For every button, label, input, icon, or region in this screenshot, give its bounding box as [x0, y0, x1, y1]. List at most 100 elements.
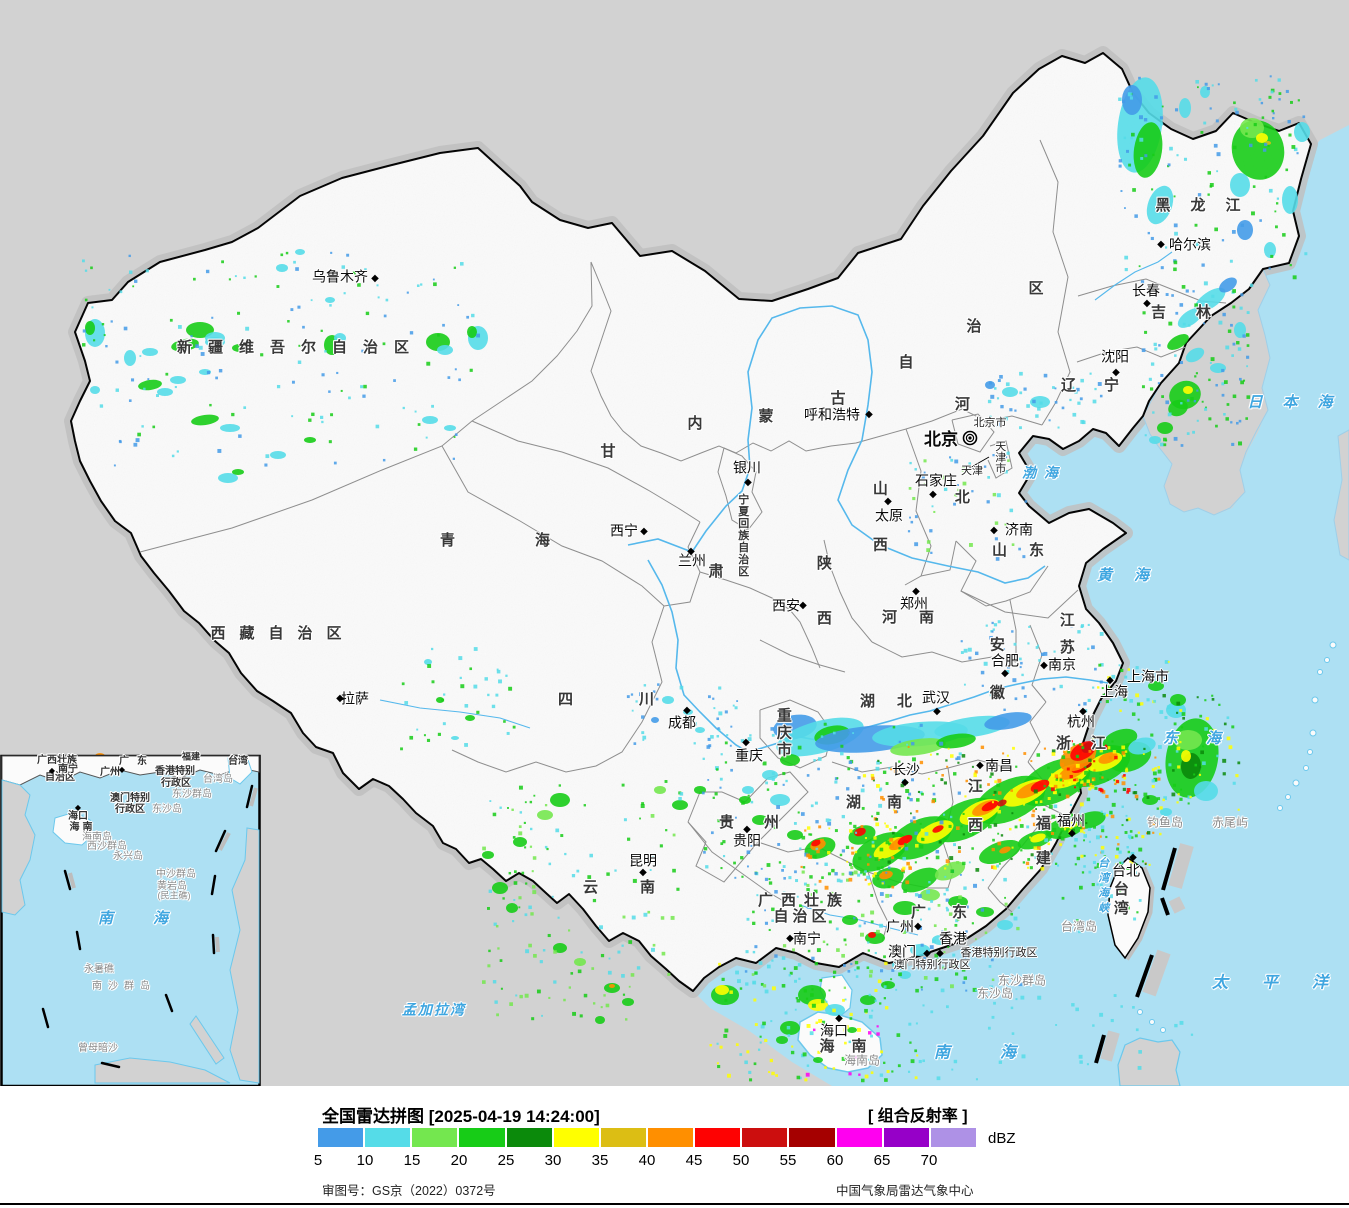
radar-speckle: [781, 868, 784, 872]
radar-speckle: [93, 339, 96, 342]
radar-speckle: [817, 1050, 821, 1054]
radar-speckle: [920, 986, 923, 989]
radar-speckle: [917, 894, 922, 898]
radar-speckle: [909, 516, 911, 519]
radar-speckle: [1075, 763, 1080, 768]
radar-speckle: [719, 786, 722, 789]
radar-speckle: [1099, 631, 1104, 636]
radar-speckle: [1205, 717, 1209, 721]
radar-speckle: [1162, 798, 1165, 802]
radar-speckle: [1051, 749, 1056, 753]
radar-speckle: [1274, 210, 1277, 213]
radar-speckle: [1136, 798, 1139, 801]
radar-speckle: [1029, 836, 1032, 839]
radar-speckle: [234, 275, 237, 278]
radar-speckle: [1019, 666, 1022, 669]
radar-speckle: [1059, 843, 1063, 846]
radar-speckle: [453, 266, 457, 269]
radar-speckle: [898, 972, 902, 977]
radar-speckle: [804, 829, 807, 832]
radar-speckle: [499, 806, 502, 809]
radar-speckle: [1103, 745, 1108, 750]
radar-echo: [1179, 98, 1191, 118]
radar-speckle: [805, 997, 809, 1000]
radar-speckle: [530, 912, 534, 916]
radar-speckle: [661, 951, 666, 956]
radar-speckle: [989, 775, 992, 779]
radar-speckle: [960, 640, 963, 643]
radar-speckle: [1223, 722, 1227, 726]
radar-speckle: [1000, 834, 1004, 837]
radar-speckle: [1258, 98, 1262, 101]
radar-speckle: [1073, 778, 1076, 782]
radar-speckle: [1083, 854, 1086, 857]
radar-speckle: [847, 767, 851, 771]
radar-speckle: [90, 266, 93, 270]
radar-speckle: [623, 818, 627, 822]
radar-speckle: [968, 543, 973, 547]
radar-speckle: [983, 661, 988, 666]
radar-speckle: [1187, 324, 1191, 327]
radar-speckle: [1179, 1020, 1184, 1025]
radar-speckle: [974, 770, 978, 774]
radar-speckle: [1270, 88, 1275, 93]
radar-speckle: [382, 458, 386, 462]
radar-speckle: [544, 845, 548, 849]
radar-speckle: [883, 955, 886, 959]
radar-speckle: [1042, 808, 1046, 811]
radar-speckle: [1116, 906, 1119, 909]
radar-speckle: [1276, 197, 1280, 200]
radar-speckle: [417, 423, 421, 426]
radar-speckle: [558, 784, 561, 787]
radar-echo: [787, 830, 803, 840]
radar-echo: [1002, 387, 1018, 397]
radar-echo: [976, 907, 994, 917]
radar-speckle: [871, 844, 875, 848]
luzon-land: [1117, 1037, 1181, 1086]
radar-speckle: [857, 899, 861, 903]
radar-speckle: [876, 929, 880, 934]
radar-speckle: [989, 381, 993, 385]
radar-speckle: [1271, 109, 1275, 113]
radar-speckle: [1115, 836, 1119, 840]
radar-speckle: [1055, 789, 1060, 794]
radar-echo: [932, 935, 948, 945]
radar-speckle: [854, 850, 858, 854]
radar-speckle: [865, 869, 869, 873]
radar-speckle: [382, 342, 386, 346]
radar-speckle: [1065, 828, 1070, 832]
radar-speckle: [910, 520, 914, 524]
radar-speckle: [887, 928, 891, 932]
radar-speckle: [732, 704, 735, 707]
radar-speckle: [927, 907, 931, 911]
radar-speckle: [1154, 756, 1157, 759]
radar-speckle: [452, 457, 455, 460]
radar-speckle: [963, 683, 966, 686]
radar-speckle: [442, 722, 446, 726]
radar-echo: [595, 1016, 605, 1024]
radar-speckle: [458, 378, 461, 382]
radar-echo: [1294, 122, 1310, 142]
radar-speckle: [702, 757, 705, 760]
radar-speckle: [843, 986, 847, 989]
radar-speckle: [416, 284, 420, 288]
radar-speckle: [1100, 825, 1105, 829]
radar-speckle: [1144, 330, 1148, 334]
radar-speckle: [720, 753, 723, 756]
radar-speckle: [1077, 790, 1080, 793]
radar-speckle: [929, 753, 932, 756]
radar-speckle: [290, 308, 294, 312]
radar-speckle: [891, 968, 895, 972]
radar-speckle: [800, 865, 803, 869]
radar-speckle: [870, 773, 875, 778]
radar-speckle: [987, 399, 992, 404]
radar-speckle: [927, 777, 930, 780]
radar-speckle: [898, 740, 901, 743]
radar-echo: [1230, 173, 1250, 197]
radar-speckle: [1288, 133, 1292, 137]
radar-speckle: [1040, 828, 1044, 832]
radar-speckle: [1021, 673, 1024, 677]
radar-speckle: [414, 410, 417, 413]
radar-speckle: [879, 892, 884, 896]
radar-speckle: [923, 959, 926, 962]
